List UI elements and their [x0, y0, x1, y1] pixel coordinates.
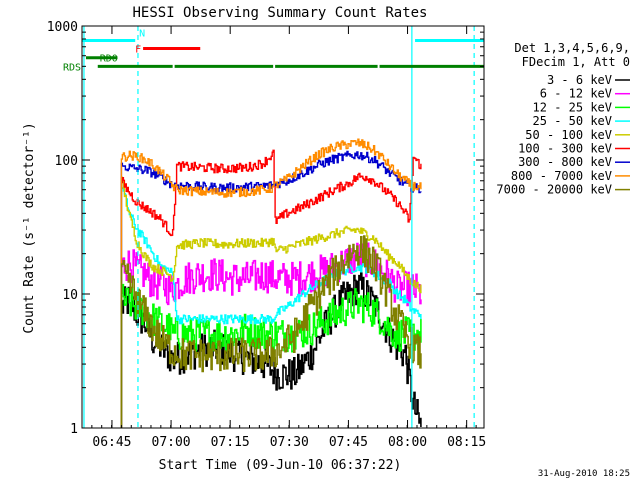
legend-label-8: 800 - 7000 keV: [511, 169, 612, 183]
legend-label-7: 300 - 800 keV: [518, 155, 612, 169]
legend-label-5: 50 - 100 keV: [525, 128, 612, 142]
series-trace-12-25-kev: [120, 283, 422, 428]
legend-label-9: 7000 - 20000 keV: [496, 183, 612, 197]
chart-title: HESSI Observing Summary Count Rates: [132, 5, 427, 21]
legend-header-line-1: Det 1,3,4,5,6,9,: [514, 41, 630, 55]
x-tick-label: 06:45: [92, 435, 131, 450]
y-tick-label: 1000: [47, 20, 78, 35]
legend: Det 1,3,4,5,6,9, FDecim 1, Att 0 3 - 6 k…: [496, 41, 630, 197]
x-tick-label: 07:30: [270, 435, 309, 450]
x-tick-label: 07:00: [152, 435, 191, 450]
series-trace-50-100-kev: [120, 176, 422, 428]
footer-date: 31-Aug-2010 18:25: [538, 469, 630, 479]
series-trace-800-7000-kev: [120, 138, 422, 428]
x-tick-label: 08:00: [388, 435, 427, 450]
series-trace-100-300-kev: [120, 149, 422, 428]
y-tick-label: 1: [70, 422, 78, 437]
legend-label-1: 3 - 6 keV: [547, 73, 612, 87]
legend-label-6: 100 - 300 keV: [518, 142, 612, 156]
flag-label-f: F: [135, 44, 141, 55]
x-tick-label: 07:45: [329, 435, 368, 450]
x-tick-label: 08:15: [447, 435, 486, 450]
flag-label-n: N: [139, 28, 145, 39]
x-axis-label: Start Time (09-Jun-10 06:37:22): [159, 458, 402, 473]
legend-label-3: 12 - 25 keV: [533, 100, 612, 114]
y-tick-label: 100: [55, 154, 78, 169]
y-axis-label: Count Rate (s⁻¹ detector⁻¹): [22, 122, 37, 333]
legend-label-4: 25 - 50 keV: [533, 114, 612, 128]
y-tick-label: 10: [62, 288, 78, 303]
legend-label-2: 6 - 12 keV: [540, 87, 612, 101]
x-tick-label: 07:15: [211, 435, 250, 450]
flag-label-rds: RDS: [63, 62, 81, 73]
flag-label-rd0: RD0: [100, 54, 118, 65]
legend-header-line-2: FDecim 1, Att 0: [522, 55, 630, 69]
plot-area: NF RD0 RDS 1 10 100 1000 06:45 07:00 07:15 07:30 07…: [47, 20, 487, 450]
series-trace-3-6-kev: [120, 272, 422, 428]
plot-frame: [81, 25, 485, 429]
series-trace-7000-20000-kev: [120, 235, 422, 428]
